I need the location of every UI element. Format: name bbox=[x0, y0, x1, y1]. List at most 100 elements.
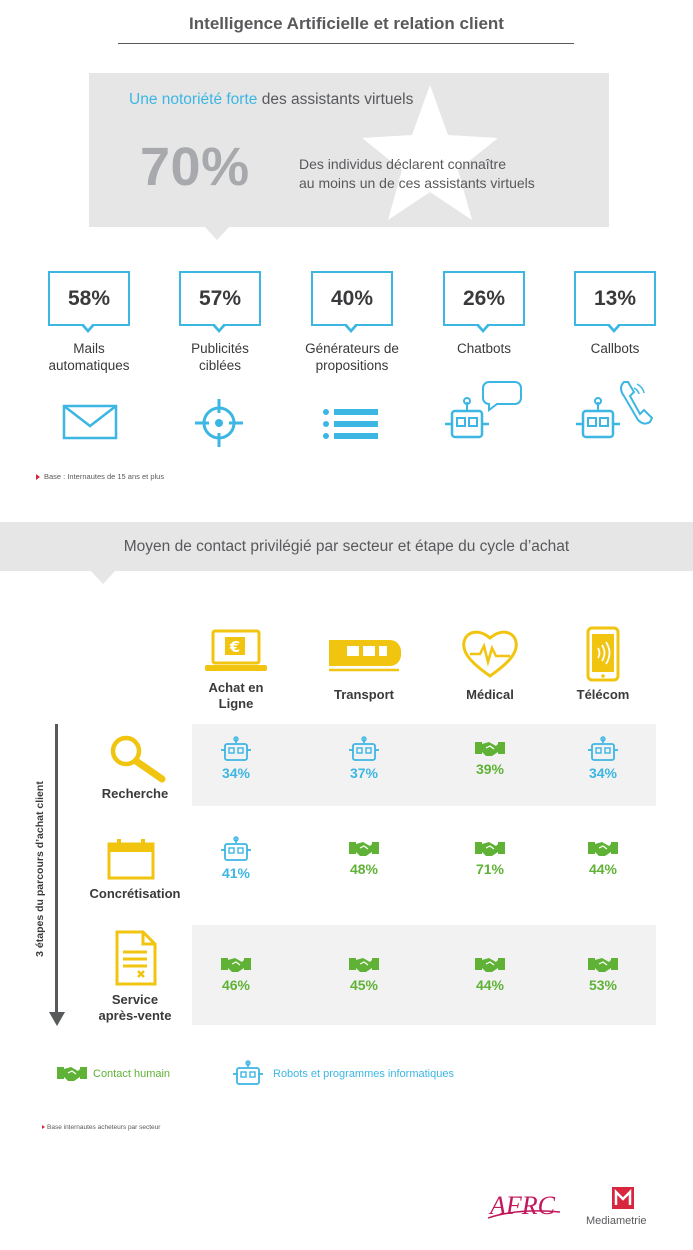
stat-box: 57% bbox=[179, 271, 261, 326]
stat-value: 40% bbox=[330, 287, 374, 310]
robot-icon bbox=[221, 836, 251, 861]
svg-text:€: € bbox=[229, 638, 240, 656]
matrix-cell: 44% bbox=[573, 838, 633, 877]
base-note-1-text: Base : Internautes de 15 ans et plus bbox=[44, 472, 165, 481]
sector-label-line: Achat en bbox=[208, 680, 264, 695]
handshake-icon bbox=[57, 1067, 87, 1081]
stat-label: Générateurs de propositions bbox=[271, 340, 433, 374]
stat-label: Chatbots bbox=[403, 340, 565, 357]
handshake-icon bbox=[475, 958, 505, 972]
base-note-2: Base internautes acheteurs par secteur bbox=[42, 1124, 160, 1131]
magnifier-icon bbox=[110, 735, 166, 783]
handshake-icon bbox=[349, 958, 379, 972]
matrix-cell: 45% bbox=[334, 954, 394, 993]
matrix-cell-value: 37% bbox=[349, 765, 379, 781]
star-decoration bbox=[362, 85, 498, 220]
sector-label-line: Télécom bbox=[576, 687, 630, 702]
list-icon bbox=[323, 409, 378, 439]
matrix-cell: 48% bbox=[334, 838, 394, 877]
envelope-icon bbox=[62, 404, 118, 440]
stat-label-line: automatiques bbox=[48, 358, 130, 373]
base-note-1: Base : Internautes de 15 ans et plus bbox=[36, 472, 164, 481]
matrix-cell: 44% bbox=[460, 954, 520, 993]
stage-row-band bbox=[192, 724, 656, 806]
section-2-band bbox=[0, 522, 693, 571]
sector-label: Transport bbox=[309, 687, 419, 703]
stat-item: 13% Callbots bbox=[574, 271, 656, 356]
stat-box-pointer-inner bbox=[82, 322, 94, 329]
matrix-cell: 34% bbox=[573, 736, 633, 781]
section-2-title: Moyen de contact privilégié par secteur … bbox=[123, 538, 570, 555]
stat-label-line: Publicités bbox=[191, 341, 249, 356]
mediametrie-logo-text: Mediametrie bbox=[586, 1215, 647, 1227]
stat-item: 26% Chatbots bbox=[443, 271, 525, 356]
matrix-cell: 46% bbox=[206, 954, 266, 993]
matrix-cell: 71% bbox=[460, 838, 520, 877]
handshake-icon bbox=[221, 958, 251, 972]
matrix-cell-value: 45% bbox=[349, 977, 379, 993]
legend-robot-label: Robots et programmes informatiques bbox=[273, 1068, 454, 1080]
matrix-cell-value: 39% bbox=[475, 761, 505, 777]
awareness-box-pointer bbox=[204, 226, 230, 240]
matrix-cell-value: 44% bbox=[588, 861, 618, 877]
stat-box-pointer-inner bbox=[345, 322, 357, 329]
axis-arrow-icon bbox=[49, 1012, 65, 1026]
sector-label-line: Ligne bbox=[218, 696, 254, 711]
handshake-icon bbox=[588, 958, 618, 972]
matrix-cell-value: 53% bbox=[588, 977, 618, 993]
stage-label-line: après-vente bbox=[98, 1008, 172, 1023]
stat-item: 40% Générateurs de propositions bbox=[305, 271, 399, 373]
stat-value: 57% bbox=[198, 287, 242, 310]
base-note-2-text: Base internautes acheteurs par secteur bbox=[47, 1124, 161, 1131]
section-2-band-pointer bbox=[90, 570, 116, 584]
sector-label-line: Transport bbox=[334, 687, 394, 702]
matrix-cell-value: 41% bbox=[221, 865, 251, 881]
handshake-icon bbox=[475, 742, 505, 756]
target-icon bbox=[195, 399, 243, 447]
callbot-icon bbox=[576, 381, 654, 439]
matrix-cell-value: 34% bbox=[588, 765, 618, 781]
stat-value: 58% bbox=[67, 287, 111, 310]
document-icon bbox=[115, 930, 157, 986]
stat-box-pointer-inner bbox=[477, 322, 489, 329]
stage-label-line: Service bbox=[111, 992, 159, 1007]
stat-label: Publicités ciblées bbox=[139, 340, 301, 374]
awareness-big-percent: 70% bbox=[140, 137, 250, 197]
axis-label-text: 3 étapes du parcours d’achat client bbox=[34, 781, 46, 957]
matrix-cell-value: 46% bbox=[221, 977, 251, 993]
stat-item: 58% Mails automatiques bbox=[48, 271, 130, 373]
sector-label: Achat en Ligne bbox=[181, 680, 291, 712]
stat-label: Callbots bbox=[534, 340, 693, 357]
stage-label: Service après-vente bbox=[75, 992, 195, 1024]
handshake-icon bbox=[475, 842, 505, 856]
stat-box: 13% bbox=[574, 271, 656, 326]
matrix-cell-value: 44% bbox=[475, 977, 505, 993]
stat-value: 26% bbox=[462, 287, 506, 310]
matrix-cell-value: 48% bbox=[349, 861, 379, 877]
stage-row-band bbox=[192, 925, 656, 1025]
matrix-cell-value: 34% bbox=[221, 765, 251, 781]
robot-icon bbox=[221, 736, 251, 761]
robot-icon bbox=[233, 1060, 263, 1085]
page-title: Intelligence Artificielle et relation cl… bbox=[189, 14, 504, 33]
awareness-description-line: Des individus déclarent connaître bbox=[299, 156, 507, 172]
matrix-cell: 39% bbox=[460, 738, 520, 777]
afrc-logo: AFRC bbox=[488, 1191, 561, 1220]
stat-label-line: Générateurs de bbox=[305, 341, 399, 356]
stat-label-line: ciblées bbox=[198, 358, 242, 373]
stat-item: 57% Publicités ciblées bbox=[179, 271, 261, 373]
stat-label-line: Chatbots bbox=[456, 341, 512, 356]
stat-box: 26% bbox=[443, 271, 525, 326]
awareness-headline-highlight: Une notoriété forte bbox=[129, 91, 258, 108]
sector-label-line: Médical bbox=[466, 687, 514, 702]
stage-label-line: Recherche bbox=[101, 786, 169, 801]
stage-label-line: Concrétisation bbox=[89, 886, 181, 901]
stat-label-line: Mails bbox=[73, 341, 105, 356]
stat-box: 40% bbox=[311, 271, 393, 326]
matrix-cell: 53% bbox=[573, 954, 633, 993]
chatbot-icon bbox=[445, 381, 522, 439]
robot-icon bbox=[588, 736, 618, 761]
handshake-icon bbox=[349, 842, 379, 856]
sector-label: Télécom bbox=[548, 687, 658, 703]
awareness-headline-rest: des assistants virtuels bbox=[257, 91, 414, 108]
